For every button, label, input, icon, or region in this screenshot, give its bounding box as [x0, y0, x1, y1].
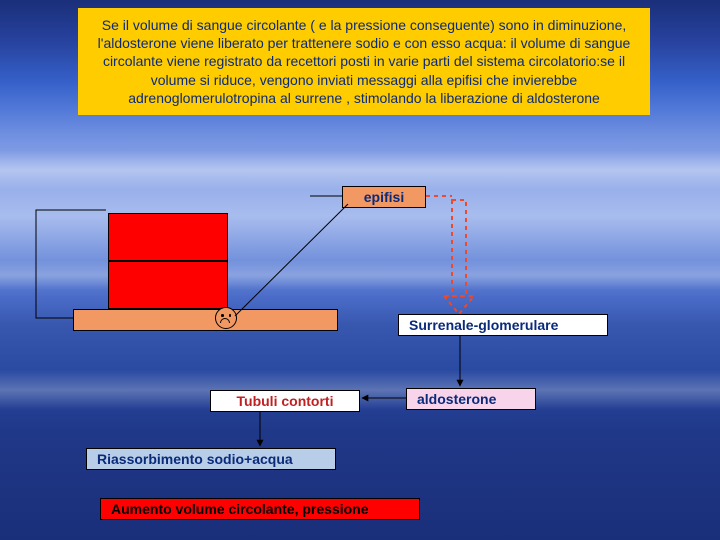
red-block-bottom	[108, 261, 228, 309]
orange-strip	[73, 309, 338, 331]
red-block-top	[108, 213, 228, 261]
node-riassorbimento: Riassorbimento sodio+acqua	[86, 448, 336, 470]
node-aldosterone: aldosterone	[406, 388, 536, 410]
node-tubuli: Tubuli contorti	[210, 390, 360, 412]
conn-face-epifisi	[235, 204, 348, 316]
node-surrenale: Surrenale-glomerulare	[398, 314, 608, 336]
sad-face-icon	[215, 307, 237, 329]
header-text: Se il volume di sangue circolante ( e la…	[78, 8, 650, 115]
loop-left	[36, 210, 106, 318]
node-aumento: Aumento volume circolante, pressione	[100, 498, 420, 520]
arrow-epifisi-surrenale	[426, 196, 474, 314]
node-epifisi: epifisi	[342, 186, 426, 208]
